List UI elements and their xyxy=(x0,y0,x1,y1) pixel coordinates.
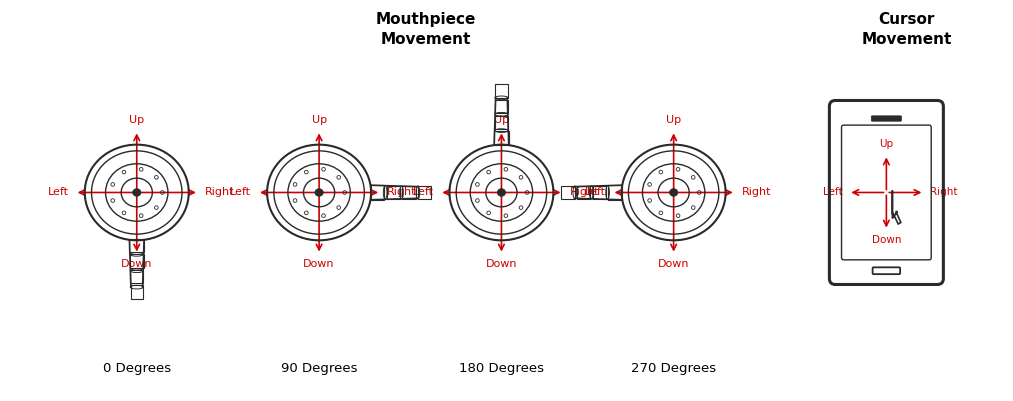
Ellipse shape xyxy=(497,188,505,196)
Text: Left: Left xyxy=(230,188,251,197)
Text: 270 Degrees: 270 Degrees xyxy=(631,363,716,375)
Text: Down: Down xyxy=(657,259,690,269)
Text: Up: Up xyxy=(130,115,144,126)
Text: Up: Up xyxy=(667,115,681,126)
Bar xyxy=(494,115,509,129)
Bar xyxy=(593,186,606,199)
Text: Down: Down xyxy=(121,259,153,269)
Bar xyxy=(131,270,143,283)
Bar xyxy=(495,85,508,98)
Text: Cursor
Movement: Cursor Movement xyxy=(861,12,952,47)
Bar xyxy=(561,186,574,198)
Text: Right: Right xyxy=(569,188,599,197)
FancyBboxPatch shape xyxy=(871,116,902,121)
Text: Left: Left xyxy=(412,188,434,197)
Bar xyxy=(130,239,144,252)
Text: Down: Down xyxy=(303,259,335,269)
Text: Left: Left xyxy=(585,188,606,197)
Text: Right: Right xyxy=(387,188,416,197)
Text: Right: Right xyxy=(742,188,771,197)
Ellipse shape xyxy=(315,188,323,196)
Bar xyxy=(402,186,415,199)
Bar xyxy=(130,254,144,267)
Ellipse shape xyxy=(670,188,678,196)
Bar xyxy=(131,286,143,299)
Ellipse shape xyxy=(133,188,141,196)
Bar xyxy=(387,186,400,199)
Bar xyxy=(494,131,509,145)
Text: Right: Right xyxy=(205,188,234,197)
Bar xyxy=(418,186,432,198)
Text: Left: Left xyxy=(48,188,69,197)
Text: Up: Up xyxy=(494,115,509,126)
Text: 90 Degrees: 90 Degrees xyxy=(281,363,358,375)
Text: Down: Down xyxy=(871,235,902,245)
Text: Down: Down xyxy=(485,259,518,269)
Bar xyxy=(495,100,508,113)
Bar xyxy=(608,185,622,200)
Text: 0 Degrees: 0 Degrees xyxy=(102,363,171,375)
Text: Up: Up xyxy=(312,115,326,126)
Bar xyxy=(577,186,591,199)
Text: Right: Right xyxy=(930,188,958,197)
Text: 180 Degrees: 180 Degrees xyxy=(459,363,544,375)
Bar xyxy=(371,185,385,200)
Text: Up: Up xyxy=(879,140,893,150)
Text: Mouthpiece
Movement: Mouthpiece Movement xyxy=(375,12,476,47)
Text: Left: Left xyxy=(823,188,843,197)
